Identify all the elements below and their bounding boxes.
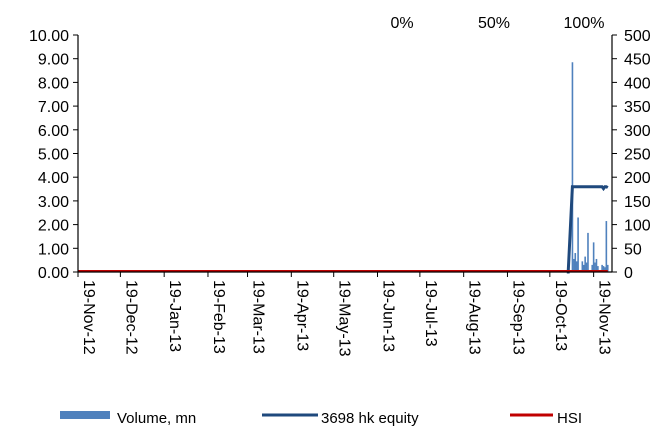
x-tick-label: 19-Feb-13 xyxy=(210,280,227,354)
volume-bar xyxy=(605,221,608,272)
left-tick-label: 7.00 xyxy=(38,99,69,116)
right-tick-label: 300 xyxy=(624,123,651,140)
x-tick-label: 19-Aug-13 xyxy=(466,280,483,355)
volume-bar xyxy=(574,253,577,272)
left-axis-ticks: 0.00 1.00 2.00 3.00 4.00 5.00 6.00 7.00 8.00 9.00… xyxy=(29,28,78,282)
volume-bar xyxy=(577,217,579,272)
left-tick-label: 5.00 xyxy=(38,147,69,164)
left-tick-label: 4.00 xyxy=(38,170,69,187)
volume-bar xyxy=(587,232,589,272)
left-tick-label: 9.00 xyxy=(38,52,69,69)
plot-area xyxy=(78,62,609,274)
x-tick-label: 19-Jan-13 xyxy=(166,280,183,352)
x-axis-ticks: 19-Nov-12 19-Dec-12 19-Jan-13 19-Feb-13 19-M… xyxy=(77,272,613,357)
x-tick-label: 19-Nov-12 xyxy=(80,280,97,355)
volume-bar xyxy=(582,264,585,272)
volume-bar xyxy=(581,261,584,272)
volume-bar xyxy=(594,262,596,272)
volume-bar xyxy=(591,264,594,272)
right-tick-label: 100 xyxy=(624,218,651,235)
volume-bar xyxy=(601,264,603,272)
volume-bar xyxy=(584,256,586,272)
x-tick-label: 19-Oct-13 xyxy=(552,280,569,351)
top-label-50: 50% xyxy=(478,15,510,32)
left-tick-label: 10.00 xyxy=(29,28,69,45)
right-axis-ticks: 0 50 100 150 200 250 300 350 400 450 500 xyxy=(612,28,651,282)
left-tick-label: 2.00 xyxy=(38,218,69,235)
right-tick-label: 200 xyxy=(624,170,651,187)
legend-swatch-volume xyxy=(60,411,110,419)
volume-bar xyxy=(597,266,599,272)
volume-bar xyxy=(604,267,606,272)
right-tick-label: 150 xyxy=(624,194,651,211)
top-label-0: 0% xyxy=(390,15,413,32)
left-tick-label: 3.00 xyxy=(38,194,69,211)
legend-label-equity: 3698 hk equity xyxy=(321,410,419,427)
right-tick-label: 250 xyxy=(624,147,651,164)
x-tick-label: 19-Apr-13 xyxy=(293,280,310,351)
x-tick-label: 19-Dec-12 xyxy=(122,280,139,355)
right-tick-label: 0 xyxy=(624,265,633,282)
legend-label-hsi: HSI xyxy=(557,410,582,427)
legend-label-volume: Volume, mn xyxy=(117,410,196,427)
volume-bar xyxy=(592,242,595,272)
right-tick-label: 50 xyxy=(624,241,642,258)
volume-bar xyxy=(575,261,578,272)
right-tick-label: 350 xyxy=(624,99,651,116)
x-tick-label: 19-Jul-13 xyxy=(422,280,439,347)
top-percent-labels: 0% 50% 100% xyxy=(390,15,604,32)
left-tick-label: 0.00 xyxy=(38,265,69,282)
left-tick-label: 1.00 xyxy=(38,241,69,258)
top-label-100: 100% xyxy=(564,15,605,32)
right-tick-label: 400 xyxy=(624,75,651,92)
volume-bar xyxy=(595,258,598,272)
volume-bar xyxy=(606,264,609,272)
x-tick-label: 19-Jun-13 xyxy=(379,280,396,352)
left-tick-label: 6.00 xyxy=(38,123,69,140)
volume-bar xyxy=(585,262,588,272)
axes xyxy=(77,35,613,273)
volume-bar xyxy=(573,258,575,272)
volume-bar xyxy=(602,266,605,272)
right-tick-label: 450 xyxy=(624,52,651,69)
x-tick-label: 19-Sep-13 xyxy=(509,280,526,355)
volume-bar xyxy=(571,62,574,272)
x-tick-label: 19-May-13 xyxy=(336,280,353,357)
x-tick-label: 19-Mar-13 xyxy=(250,280,267,354)
left-tick-label: 8.00 xyxy=(38,75,69,92)
legend: Volume, mn 3698 hk equity HSI xyxy=(60,410,582,427)
right-tick-label: 500 xyxy=(624,28,651,45)
equity-line xyxy=(566,185,609,274)
x-tick-label: 19-Nov-13 xyxy=(596,280,613,355)
